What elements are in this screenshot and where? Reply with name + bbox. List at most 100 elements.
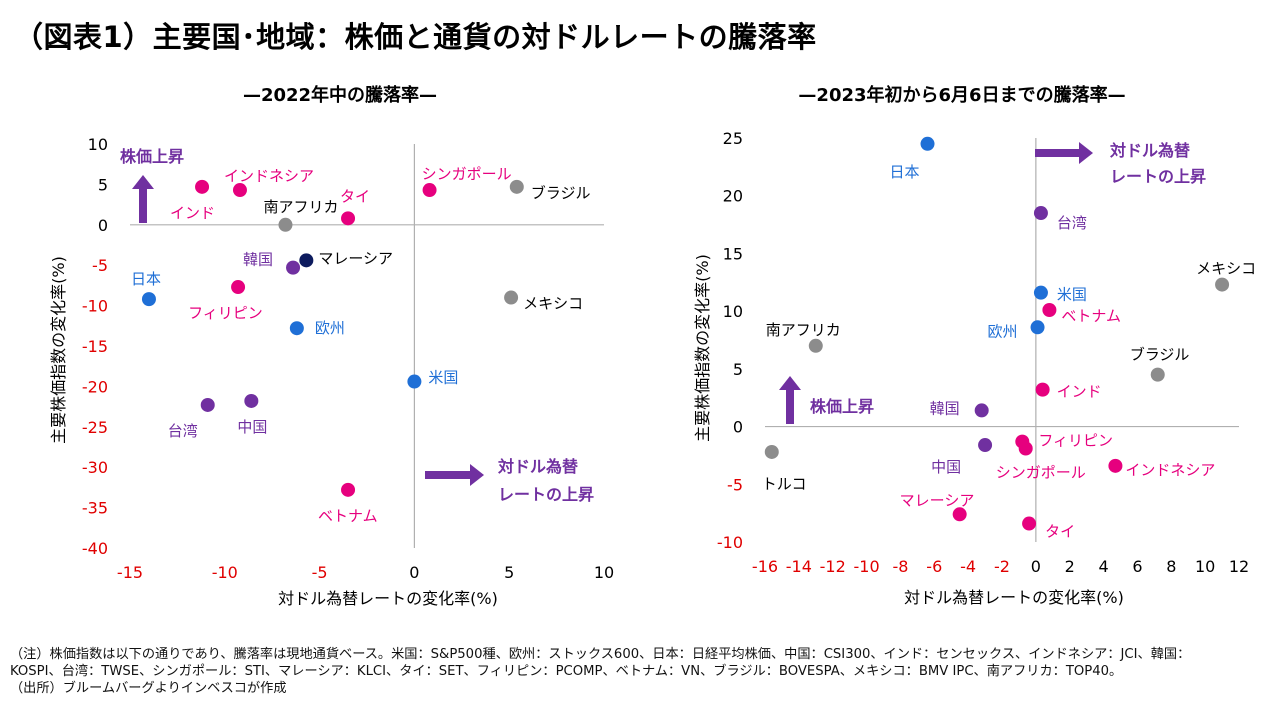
- y-axis-label: 主要株価指数の変化率(%): [49, 256, 68, 444]
- page-title: （図表1）主要国･地域：株価と通貨の対ドルレートの騰落率: [14, 20, 817, 54]
- fx-up-arrow-head: [1079, 142, 1093, 164]
- x-tick-label: -8: [892, 557, 908, 576]
- x-tick-label: -5: [312, 563, 328, 582]
- stock-up-arrow-head: [779, 376, 801, 390]
- data-point-label: 日本: [890, 163, 920, 181]
- data-point-label: ベトナム: [1061, 307, 1121, 325]
- y-tick-label: -25: [82, 418, 108, 437]
- data-point-label: シンガポール: [422, 165, 512, 183]
- data-point: [195, 179, 210, 194]
- y-tick-label: 10: [723, 302, 743, 321]
- x-tick-label: 10: [1195, 557, 1215, 576]
- data-point-label: タイ: [1045, 523, 1075, 541]
- data-point-label: 中国: [237, 418, 267, 436]
- y-tick-label: 25: [723, 129, 743, 148]
- data-point-label: マレーシア: [900, 491, 975, 509]
- data-point-label: ブラジル: [1130, 346, 1190, 364]
- data-point: [289, 321, 304, 336]
- chart-title: —2023年初から6月6日までの騰落率—: [798, 84, 1125, 106]
- data-point: [299, 253, 314, 268]
- y-tick-label: -5: [92, 256, 108, 275]
- x-tick-label: 10: [594, 563, 614, 582]
- data-point: [1030, 320, 1045, 335]
- data-point-label: フィリピン: [1038, 432, 1113, 450]
- data-point: [764, 444, 779, 459]
- x-tick-label: 5: [504, 563, 514, 582]
- x-tick-label: 0: [409, 563, 419, 582]
- y-tick-label: -10: [717, 533, 743, 552]
- data-point: [1022, 516, 1037, 531]
- data-point: [278, 217, 293, 232]
- x-tick-label: -16: [752, 557, 778, 576]
- x-tick-label: 8: [1166, 557, 1176, 576]
- x-tick-label: 4: [1098, 557, 1108, 576]
- data-point-label: ブラジル: [531, 184, 591, 202]
- y-tick-label: 10: [88, 135, 108, 154]
- data-point: [422, 183, 437, 198]
- x-tick-label: -6: [926, 557, 942, 576]
- x-tick-label: -10: [854, 557, 880, 576]
- data-point: [286, 260, 301, 275]
- y-tick-label: -5: [727, 475, 743, 494]
- stock-up-arrow-head: [132, 175, 154, 189]
- data-point: [1108, 458, 1123, 473]
- data-point: [808, 338, 823, 353]
- data-point: [141, 292, 156, 307]
- x-tick-label: 12: [1229, 557, 1249, 576]
- data-point-label: 南アフリカ: [263, 198, 338, 216]
- data-point-label: インドネシア: [1125, 461, 1215, 479]
- data-point: [509, 179, 524, 194]
- y-tick-label: 0: [733, 418, 743, 437]
- x-tick-label: -2: [994, 557, 1010, 576]
- data-point: [341, 482, 356, 497]
- footnote-line-1: （注）株価指数は以下の通りであり、騰落率は現地通貨ベース。米国：S&P500種、…: [10, 647, 1191, 662]
- x-tick-label: 6: [1132, 557, 1142, 576]
- data-point: [1215, 277, 1230, 292]
- y-tick-label: -40: [82, 539, 108, 558]
- y-tick-label: -10: [82, 297, 108, 316]
- data-point-label: インド: [170, 204, 215, 222]
- y-tick-label: -20: [82, 377, 108, 396]
- data-point: [952, 507, 967, 522]
- data-point-label: 韓国: [930, 399, 960, 417]
- y-tick-label: 5: [733, 360, 743, 379]
- data-point: [1150, 367, 1165, 382]
- fx-up-label-line-2: レートの上昇: [498, 485, 594, 504]
- data-point-label: 欧州: [988, 322, 1018, 340]
- y-tick-label: -15: [82, 337, 108, 356]
- data-point-label: シンガポール: [996, 464, 1086, 482]
- data-point-label: トルコ: [762, 475, 807, 493]
- data-point: [244, 393, 259, 408]
- data-point: [407, 374, 422, 389]
- data-point: [232, 183, 247, 198]
- data-point-label: 南アフリカ: [766, 321, 841, 339]
- chart-title: —2022年中の騰落率—: [243, 84, 437, 106]
- data-point-label: 台湾: [1057, 214, 1087, 232]
- y-tick-label: -30: [82, 458, 108, 477]
- data-point: [341, 211, 356, 226]
- data-point: [1018, 441, 1033, 456]
- y-tick-label: 15: [723, 244, 743, 263]
- fx-up-label-line-1: 対ドル為替: [1109, 141, 1190, 160]
- data-point-label: インドネシア: [224, 167, 314, 185]
- data-point-label: 米国: [1057, 286, 1087, 304]
- y-tick-label: 20: [723, 187, 743, 206]
- stock-up-label: 株価上昇: [120, 147, 184, 166]
- data-point: [504, 290, 519, 305]
- x-tick-label: -15: [117, 563, 143, 582]
- y-tick-label: 5: [98, 175, 108, 194]
- x-axis-label: 対ドル為替レートの変化率(%): [278, 589, 498, 608]
- footnote: （注）株価指数は以下の通りであり、騰落率は現地通貨ベース。米国：S&P500種、…: [10, 646, 1272, 697]
- data-point-label: 中国: [931, 458, 961, 476]
- x-tick-label: -12: [820, 557, 846, 576]
- data-point-label: 日本: [131, 270, 161, 288]
- data-point-label: 台湾: [168, 422, 198, 440]
- footnote-line-3: （出所）ブルームバーグよりインベスコが作成: [10, 681, 287, 696]
- data-point-label: メキシコ: [523, 295, 583, 313]
- data-point: [231, 280, 246, 295]
- x-tick-label: 2: [1065, 557, 1075, 576]
- fx-up-arrow-head: [470, 464, 484, 486]
- data-point: [920, 136, 935, 151]
- y-tick-label: -35: [82, 499, 108, 518]
- data-point: [1042, 302, 1057, 317]
